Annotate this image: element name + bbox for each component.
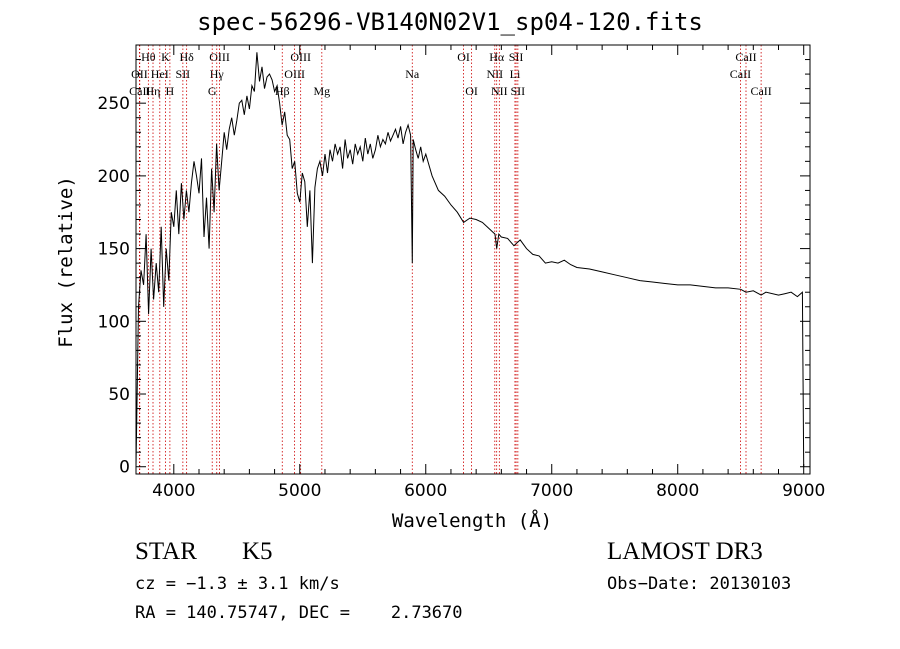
- line-label-16: Na: [405, 67, 420, 81]
- line-label-18: OI: [465, 84, 478, 98]
- coordinates: RA = 140.75747, DEC = 2.73670: [135, 603, 463, 623]
- line-label-22: SII: [509, 50, 524, 64]
- line-label-15: Mg: [313, 84, 330, 98]
- observation-date: Obs−Date: 20130103: [607, 574, 792, 594]
- x-axis-label: Wavelength (Å): [391, 510, 553, 532]
- x-tick-label-7000: 7000: [530, 481, 573, 501]
- y-tick-label-0: 0: [119, 458, 130, 478]
- line-label-7: SII: [176, 67, 191, 81]
- y-tick-label-100: 100: [98, 312, 130, 332]
- x-axis-ticks: 4000 5000 6000 7000 8000 9000: [152, 45, 825, 501]
- y-tick-label-50: 50: [108, 385, 130, 405]
- line-label-3: Hη: [146, 84, 161, 98]
- line-label-19: NII: [486, 67, 503, 81]
- line-label-13: OIII: [284, 67, 305, 81]
- object-subclass: K5: [242, 538, 273, 565]
- series-layer: [135, 52, 805, 467]
- line-label-26: CaII: [735, 50, 756, 64]
- y-tick-label-250: 250: [98, 94, 130, 114]
- line-label-23: Li: [510, 67, 521, 81]
- plot-frame: [135, 44, 811, 475]
- line-label-10: Hγ: [210, 67, 225, 81]
- object-class: STAR: [135, 538, 197, 565]
- line-label-11: G: [208, 84, 217, 98]
- line-label-17: OI: [457, 50, 470, 64]
- line-label-20: Hα: [489, 50, 505, 64]
- survey-name: LAMOST DR3: [607, 538, 763, 565]
- redshift-velocity: cz = −1.3 ± 3.1 km/s: [135, 574, 340, 594]
- line-label-4: HeI: [151, 67, 169, 81]
- line-label-27: CaII: [750, 84, 771, 98]
- y-tick-label-200: 200: [98, 167, 130, 187]
- series-line-spectrum: [135, 52, 805, 467]
- line-label-8: Hδ: [179, 50, 194, 64]
- y-tick-label-150: 150: [98, 240, 130, 260]
- x-tick-label-6000: 6000: [404, 481, 447, 501]
- x-tick-label-4000: 4000: [152, 481, 195, 501]
- line-label-14: OIII: [290, 50, 311, 64]
- line-label-24: SII: [511, 84, 526, 98]
- line-label-6: H: [166, 84, 175, 98]
- line-label-5: K: [161, 50, 170, 64]
- x-tick-label-8000: 8000: [656, 481, 699, 501]
- line-label-21: NII: [491, 84, 508, 98]
- y-axis-label: Flux (relative): [55, 176, 77, 348]
- line-label-25: CaII: [730, 67, 751, 81]
- line-label-9: OIII: [209, 50, 230, 64]
- y-axis-ticks: 0 50 100 150 200 250: [98, 59, 810, 478]
- line-label-2: CaII: [129, 84, 150, 98]
- x-tick-label-5000: 5000: [278, 481, 321, 501]
- x-tick-label-9000: 9000: [782, 481, 825, 501]
- chart-title: spec-56296-VB140N02V1_sp04-120.fits: [197, 8, 703, 36]
- line-label-0: Hθ: [141, 50, 156, 64]
